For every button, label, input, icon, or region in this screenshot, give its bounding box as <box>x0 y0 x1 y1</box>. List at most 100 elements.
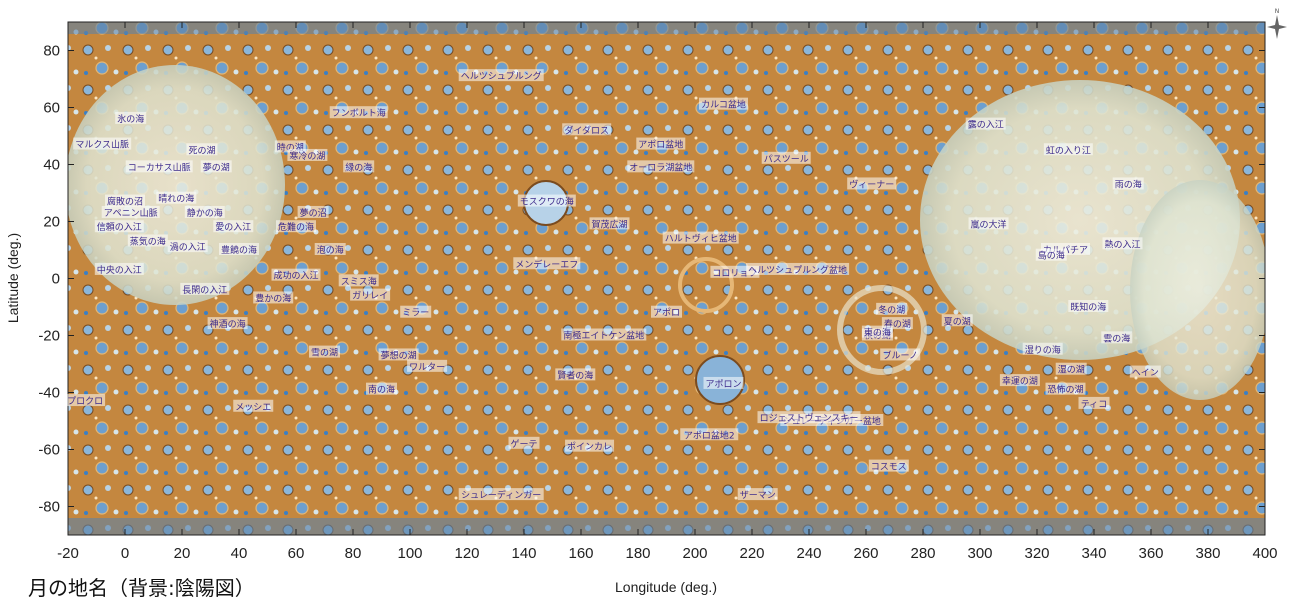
place-label-bg <box>329 106 388 119</box>
place-name-label: 賢者の海 <box>557 369 593 381</box>
y-tick-label: 60 <box>43 100 60 117</box>
place-label-bg <box>1035 248 1067 261</box>
place-label-bg <box>366 382 397 395</box>
place-label-bg <box>167 240 208 253</box>
place-name-label: 東の海 <box>864 327 891 339</box>
place-name-label: 夏の湖 <box>944 316 971 327</box>
place-label-bg <box>1129 365 1161 378</box>
place-name-label: プロクロ <box>67 396 103 407</box>
place-label-bg <box>94 262 144 275</box>
place-name-label: 恐怖の湖 <box>1047 384 1083 396</box>
x-tick-label: 100 <box>397 545 422 562</box>
place-label-bg <box>1102 237 1143 250</box>
y-tick-label: 0 <box>52 271 60 288</box>
place-name-label: 雨の海 <box>1115 178 1142 190</box>
x-tick-label: 120 <box>454 545 479 562</box>
place-label-bg <box>219 243 259 255</box>
place-label-bg <box>184 205 225 218</box>
place-label-bg <box>517 194 576 207</box>
map-title: 月の地名（背景:陰陽図） <box>28 576 255 600</box>
place-name-label: 夢想の湖 <box>381 349 417 361</box>
place-name-label: 危難の海 <box>278 221 314 233</box>
north-polar-band <box>68 22 1265 34</box>
y-tick-label: -20 <box>38 328 60 345</box>
place-name-label: 夢の湖 <box>203 161 230 173</box>
place-name-label: 夢の沼 <box>300 207 327 219</box>
place-label-bg <box>276 220 316 233</box>
place-name-label: ヴィーナー <box>849 178 894 190</box>
place-label-bg <box>127 234 168 247</box>
place-label-bg <box>513 257 581 270</box>
place-name-label: カルコ盆地 <box>701 99 746 111</box>
place-name-label: 蒸気の海 <box>130 235 166 247</box>
place-label-bg <box>458 69 544 82</box>
place-name-label: 島の海 <box>1038 250 1065 262</box>
place-label-bg <box>309 345 340 358</box>
y-axis: 80 60 40 20 0 -20 -40 -60 -80 <box>38 43 1265 516</box>
place-name-label: 冬の湖 <box>878 304 905 316</box>
x-tick-label: 160 <box>568 545 593 562</box>
place-name-label: アポロ <box>653 308 680 319</box>
compass-star-icon <box>1267 15 1287 39</box>
x-tick-label: 20 <box>174 545 191 562</box>
place-name-label: 静かの海 <box>187 207 223 219</box>
place-name-label: スミス海 <box>341 275 377 287</box>
place-name-label: ロジェストヴェンスキー <box>760 412 859 424</box>
x-tick-label: 240 <box>796 545 821 562</box>
place-label-bg <box>968 217 1009 230</box>
place-label-bg <box>562 123 612 136</box>
place-label-bg <box>737 488 778 501</box>
place-name-label: 愛の入江 <box>215 221 251 233</box>
place-label-bg <box>847 177 897 190</box>
x-tick-label: 40 <box>231 545 248 562</box>
place-label-bg <box>400 305 432 318</box>
place-name-label: ゲーテ <box>510 438 537 450</box>
x-axis: -20 0 20 40 60 80 100 120 140 160 180 200 220 240 260 2… <box>57 22 1278 562</box>
place-name-label: ヘルツシュプルング <box>461 70 542 82</box>
place-label-bg <box>868 459 909 472</box>
place-name-label: 雲の海 <box>1103 332 1130 344</box>
place-name-label: パスツール <box>764 154 809 165</box>
place-name-label: 湿りの海 <box>1025 344 1061 356</box>
place-name-label: ヘイン <box>1132 369 1159 379</box>
place-label-bg <box>1068 300 1109 312</box>
place-label-bg <box>180 282 230 295</box>
place-label-bg <box>105 194 145 207</box>
place-label-bg <box>297 205 329 218</box>
x-tick-label: -20 <box>57 545 79 562</box>
place-name-label: 南極エイトケン盆地 <box>563 330 644 342</box>
x-axis-title: Longitude (deg.) <box>615 579 717 595</box>
place-name-label: アポロ盆地 <box>638 139 683 151</box>
place-label-bg <box>156 191 197 204</box>
place-name-label: コスモス <box>871 463 907 473</box>
place-label-bg <box>627 160 695 173</box>
place-name-label: 中央の入江 <box>97 264 142 276</box>
x-tick-label: 300 <box>967 545 992 562</box>
south-polar-band <box>68 518 1265 535</box>
place-label-bg <box>1022 342 1063 355</box>
place-name-label: モスクワの海 <box>520 196 574 208</box>
place-name-label: アペニン山脈 <box>104 207 158 219</box>
y-axis-title: Latitude (deg.) <box>5 233 21 323</box>
place-label-bg <box>880 348 921 361</box>
place-label-bg <box>999 374 1040 387</box>
place-label-bg <box>271 268 321 281</box>
place-label-bg <box>213 220 254 233</box>
y-tick-label: 20 <box>43 214 60 231</box>
y-tick-label: -80 <box>38 499 60 516</box>
place-label-bg <box>233 399 274 412</box>
place-name-label: 寒冷の湖 <box>289 150 325 162</box>
place-name-label: 露の入江 <box>968 120 1004 131</box>
x-tick-label: 280 <box>910 545 935 562</box>
x-tick-label: 220 <box>739 545 764 562</box>
place-name-label: 神酒の海 <box>210 318 246 330</box>
place-name-label: フンボルト海 <box>332 107 386 119</box>
place-name-label: 嵐の大洋 <box>971 218 1007 230</box>
x-tick-label: 60 <box>288 545 305 562</box>
place-label-bg <box>94 220 144 233</box>
place-name-label: ポインカレ <box>567 442 612 453</box>
place-name-label: 縁の海 <box>345 161 372 173</box>
place-name-label: 既知の海 <box>1070 301 1106 313</box>
